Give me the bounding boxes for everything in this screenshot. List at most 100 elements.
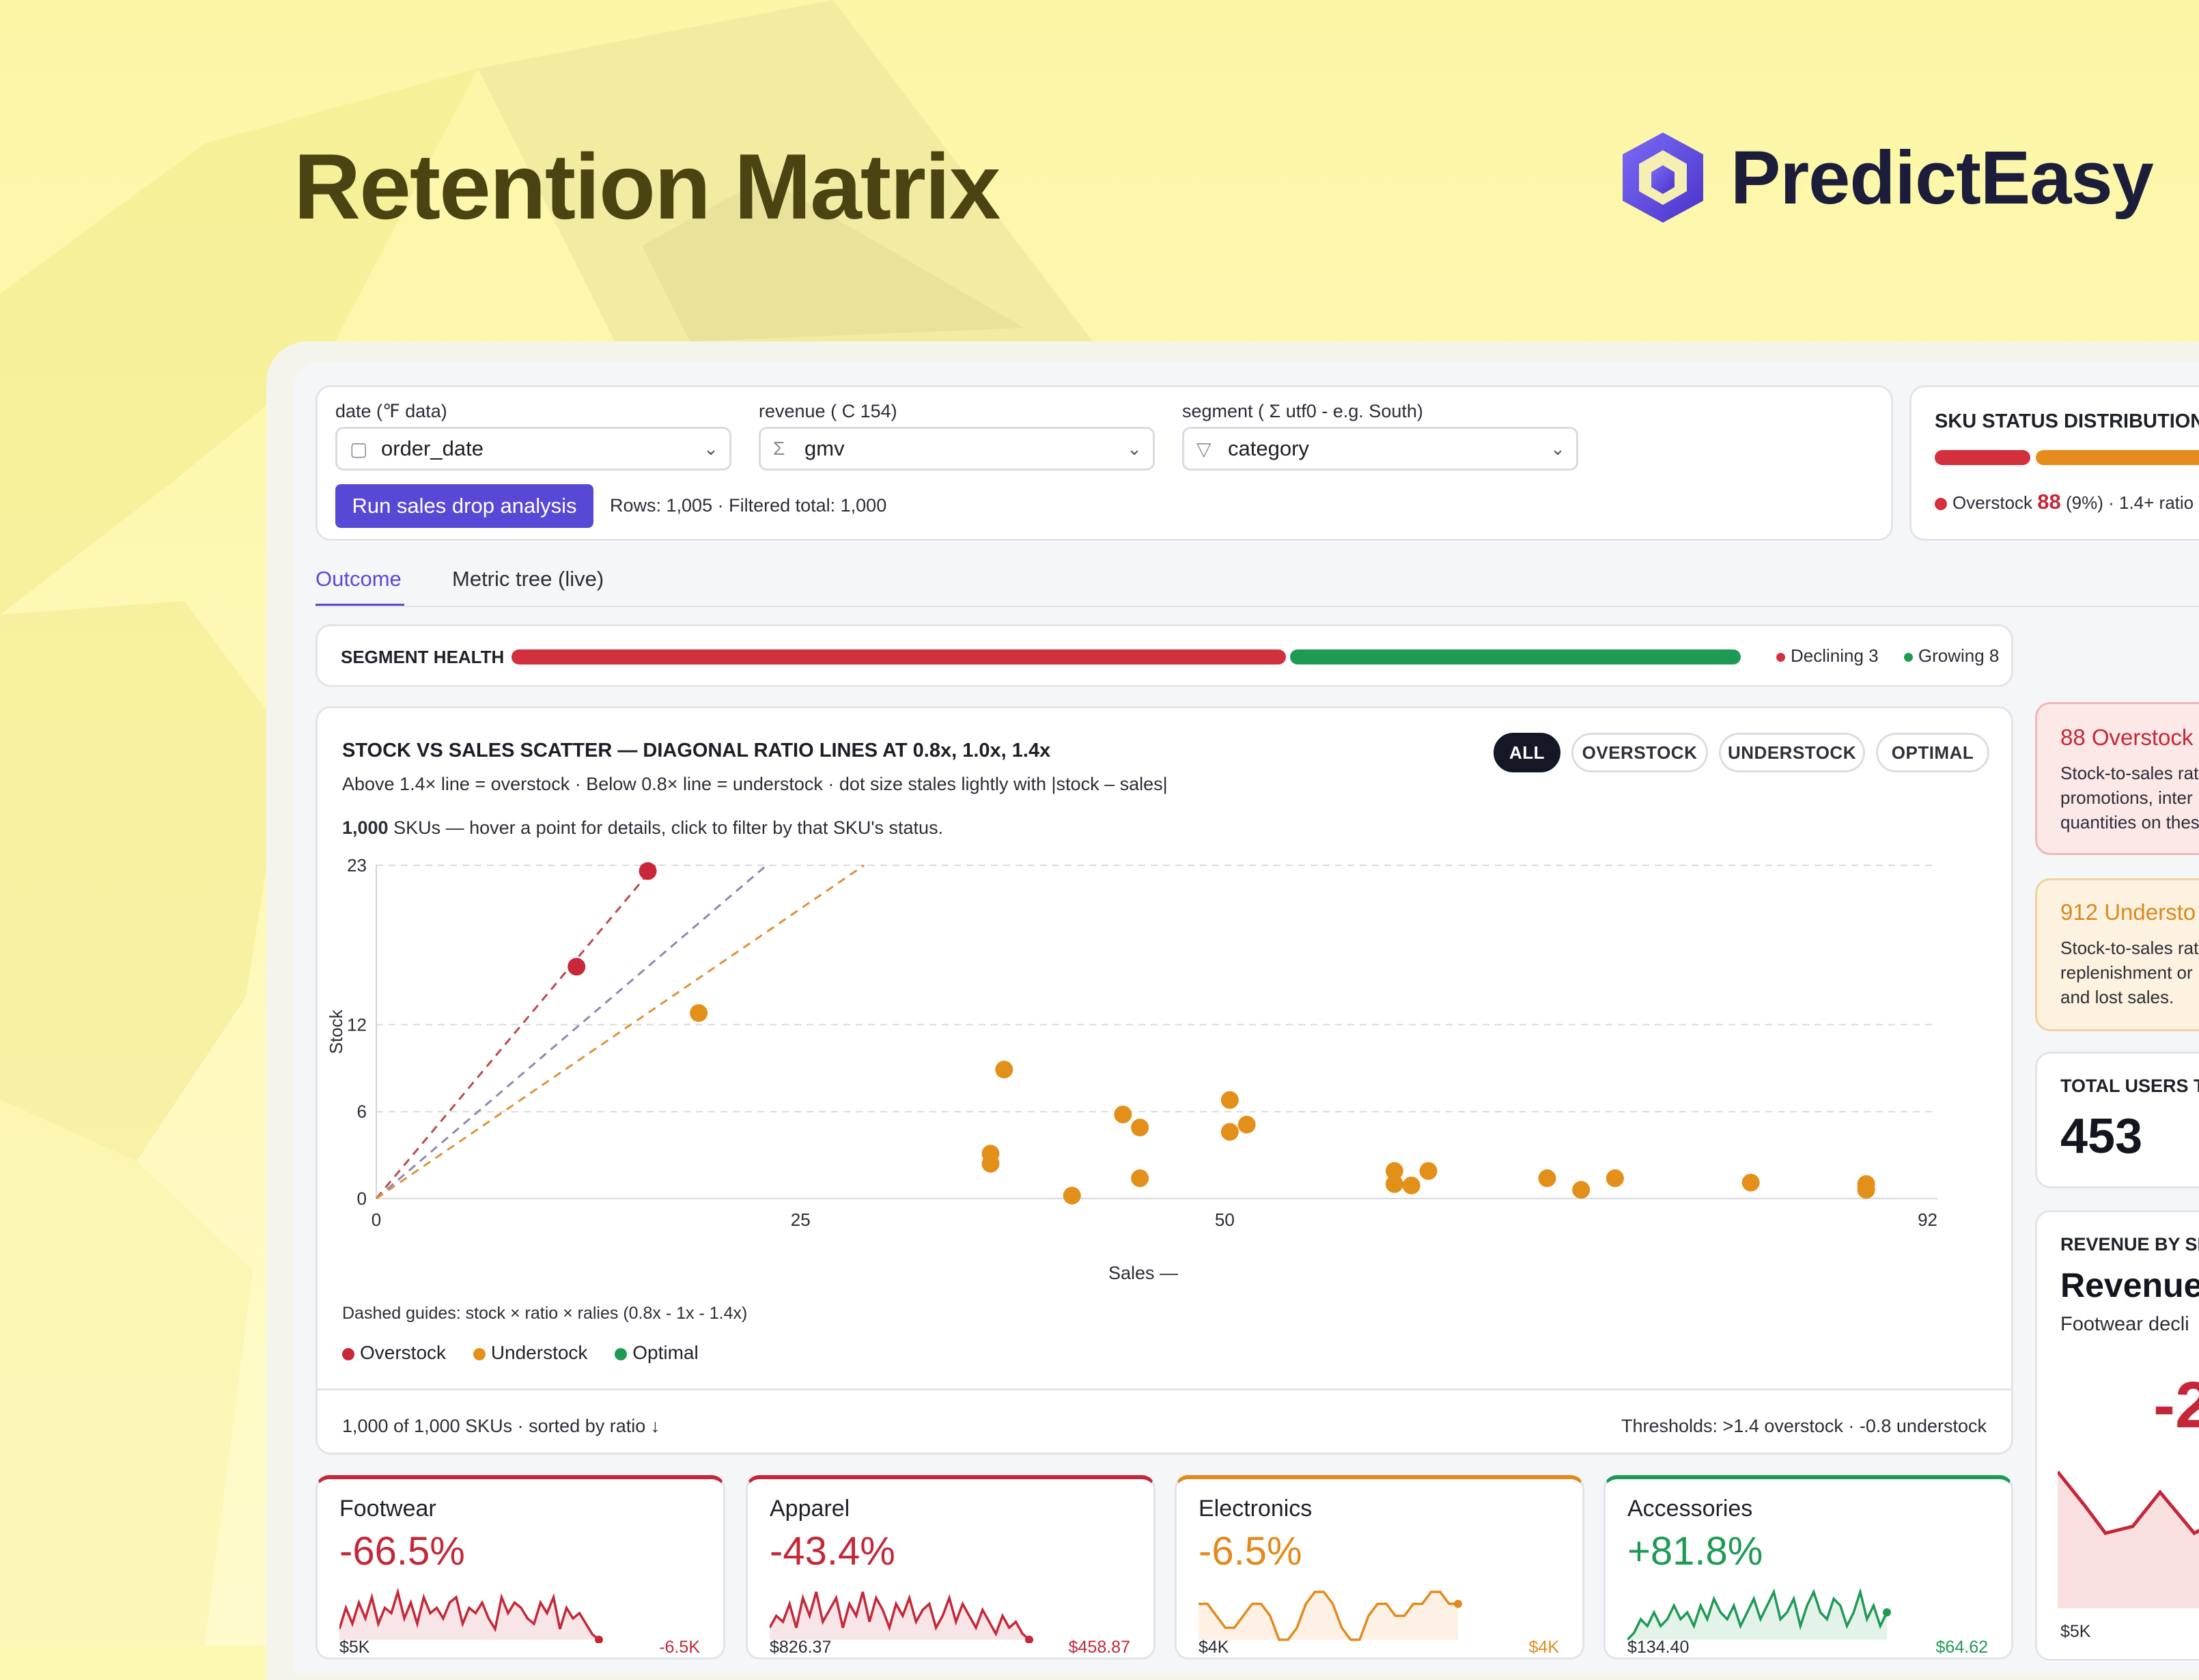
segment-health-declining-fill	[512, 649, 1286, 664]
segment-card-accessories[interactable]: Accessories +81.8% $134.40 $64.62	[1603, 1475, 2013, 1660]
revenue-card-label: REVENUE BY SE	[2060, 1234, 2199, 1255]
filter-optimal-button[interactable]: OPTIMAL	[1876, 733, 1989, 772]
segment-card-apparel[interactable]: Apparel -43.4% $826.37 $458.87	[746, 1475, 1155, 1660]
legend-optimal: Optimal	[615, 1342, 699, 1363]
date-value: order_date	[381, 436, 484, 460]
x-tick-label: 92	[1918, 1209, 1937, 1230]
segment-high-value: $64.62	[1935, 1638, 1988, 1657]
revenue-card-big-value: -2	[2153, 1369, 2199, 1442]
chevron-down-icon: ⌄	[1550, 438, 1565, 459]
segment-health-label: SEGMENT HEALTH	[341, 647, 505, 667]
tab-metric-tree[interactable]: Metric tree (live)	[452, 567, 604, 591]
tab-outcome-underline	[316, 604, 404, 606]
scatter-point[interactable]	[568, 957, 586, 976]
scatter-point[interactable]	[1220, 1123, 1239, 1141]
scatter-point[interactable]	[1538, 1169, 1556, 1188]
segment-sparkline	[1627, 1588, 1891, 1641]
scatter-point[interactable]	[1114, 1105, 1132, 1123]
rows-info: Rows: 1,005 · Filtered total: 1,000	[610, 495, 887, 516]
segment-sparkline	[339, 1588, 603, 1643]
scatter-subtitle: Above 1.4× line = overstock · Below 0.8×…	[342, 774, 1168, 794]
scatter-point[interactable]	[1857, 1181, 1875, 1199]
ratio-line	[376, 864, 768, 1200]
scatter-point[interactable]	[981, 1155, 1000, 1173]
segment-select[interactable]: ▽ category ⌄	[1182, 427, 1578, 471]
scatter-count-number: 1,000	[342, 817, 389, 838]
scatter-point[interactable]	[1402, 1176, 1420, 1194]
scatter-point[interactable]	[1131, 1169, 1149, 1188]
legend-overstock: Overstock	[342, 1342, 446, 1363]
overstock-insight-line-3: quantities on thes	[2060, 812, 2199, 832]
x-axis-label: Sales —	[1108, 1263, 1178, 1283]
scatter-point[interactable]	[995, 1061, 1013, 1079]
revenue-by-segment-card: REVENUE BY SE Revenue Footwear decli -2 …	[2035, 1210, 2199, 1661]
segment-high-value: $4K	[1528, 1638, 1559, 1657]
revenue-select[interactable]: Σ gmv ⌄	[759, 427, 1155, 471]
date-select[interactable]: ▢ order_date ⌄	[335, 427, 731, 471]
filter-understock-button[interactable]: UNDERSTOCK	[1719, 733, 1865, 772]
sigma-icon: Σ	[773, 438, 785, 459]
sku-status-title: SKU STATUS DISTRIBUTION	[1935, 410, 2199, 432]
chevron-down-icon: ⌄	[703, 438, 718, 459]
understock-insight-line-1: Stock-to-sales rat	[2060, 938, 2199, 958]
x-tick-label: 25	[791, 1209, 811, 1230]
sku-status-card: SKU STATUS DISTRIBUTION Overstock 88 (9%…	[1909, 385, 2199, 541]
ratio-line	[376, 864, 865, 1200]
scatter-point[interactable]	[1237, 1115, 1256, 1134]
x-tick-label: 50	[1215, 1209, 1235, 1230]
scatter-point[interactable]	[1131, 1119, 1149, 1137]
scatter-guide-note: Dashed guides: stock × ratio × ralies (0…	[342, 1304, 748, 1323]
segment-health-growing-fill	[1290, 649, 1741, 664]
declining-count: Declining 3	[1791, 645, 1879, 666]
overstock-insight-title: 88 Overstock	[2060, 725, 2194, 750]
segment-change: +81.8%	[1627, 1529, 1763, 1573]
background-shapes	[0, 0, 1093, 1161]
revenue-card-sparkline	[2058, 1470, 2199, 1608]
segment-low-value: $4K	[1199, 1638, 1229, 1657]
segment-card-electronics[interactable]: Electronics -6.5% $4K $4K	[1175, 1475, 1584, 1660]
scatter-point[interactable]	[1741, 1173, 1760, 1192]
run-analysis-button[interactable]: Run sales drop analysis	[335, 484, 593, 528]
tab-outcome[interactable]: Outcome	[316, 567, 402, 591]
segment-change: -43.4%	[770, 1529, 895, 1573]
segment-name: Accessories	[1627, 1496, 1753, 1522]
total-users-label: TOTAL USERS T	[2060, 1076, 2199, 1096]
scatter-footer-divider	[318, 1388, 2011, 1390]
tabs-divider	[316, 606, 2199, 607]
scatter-point[interactable]	[1385, 1175, 1403, 1193]
scatter-point[interactable]	[690, 1004, 708, 1022]
revenue-value: gmv	[804, 436, 845, 460]
brand-name: PredictEasy	[1731, 135, 2154, 220]
understock-insight-card: 912 Understo Stock-to-sales rat replenis…	[2035, 878, 2199, 1031]
segment-health-legend: Declining 3 Growing 8	[1776, 645, 1999, 667]
segment-name: Footwear	[339, 1496, 436, 1522]
filter-overstock-button[interactable]: OVERSTOCK	[1571, 733, 1708, 772]
total-users-card: TOTAL USERS T 453	[2035, 1052, 2199, 1188]
revenue-label: revenue ( C 154)	[759, 401, 897, 421]
segment-card-footwear[interactable]: Footwear -66.5% $5K -6.5K	[316, 1475, 725, 1660]
scatter-point[interactable]	[1220, 1091, 1239, 1109]
brand: PredictEasy	[1619, 130, 2154, 225]
growing-count: Growing 8	[1918, 645, 2000, 666]
scatter-count: 1,000 SKUs — hover a point for details, …	[342, 817, 943, 839]
scatter-point[interactable]	[1419, 1162, 1438, 1180]
revenue-card-title: Revenue	[2060, 1266, 2199, 1304]
chevron-down-icon: ⌄	[1127, 438, 1142, 459]
filter-all-button[interactable]: ALL	[1494, 733, 1560, 772]
segment-sparkline	[1199, 1591, 1462, 1641]
ratio-line	[375, 865, 656, 1199]
scatter-count-text: SKUs — hover a point for details, click …	[393, 817, 944, 838]
brand-logo-icon	[1623, 132, 1703, 223]
scatter-point[interactable]	[1385, 1162, 1403, 1180]
segment-low-value: $826.37	[770, 1638, 832, 1657]
scatter-footer-left: 1,000 of 1,000 SKUs · sorted by ratio ↓	[342, 1416, 660, 1436]
x-tick-label: 0	[372, 1209, 381, 1230]
y-tick-label: 23	[347, 855, 367, 876]
filter-card: date (℉ data) ▢ order_date ⌄ revenue ( C…	[316, 385, 1893, 541]
scatter-point[interactable]	[639, 862, 657, 880]
scatter-point[interactable]	[1063, 1186, 1081, 1205]
understock-insight-line-3: and lost sales.	[2060, 987, 2174, 1007]
scatter-point[interactable]	[1572, 1181, 1591, 1199]
scatter-point[interactable]	[1606, 1169, 1624, 1188]
legend-overstock-label: Overstock	[360, 1342, 447, 1363]
